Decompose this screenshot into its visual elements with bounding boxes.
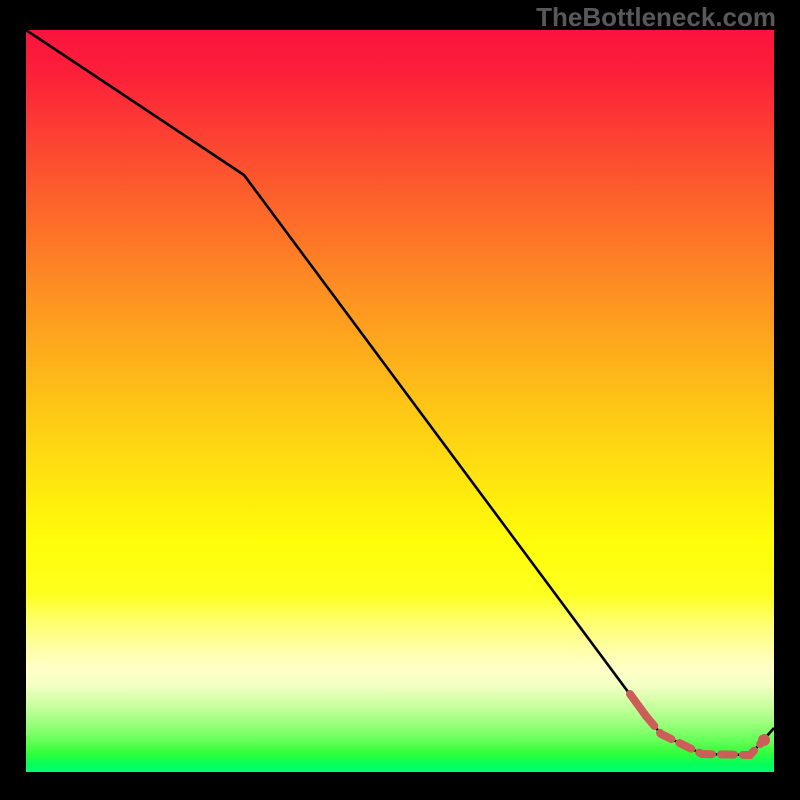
- chart-plot-area: [26, 30, 774, 772]
- watermark-label: TheBottleneck.com: [536, 2, 776, 33]
